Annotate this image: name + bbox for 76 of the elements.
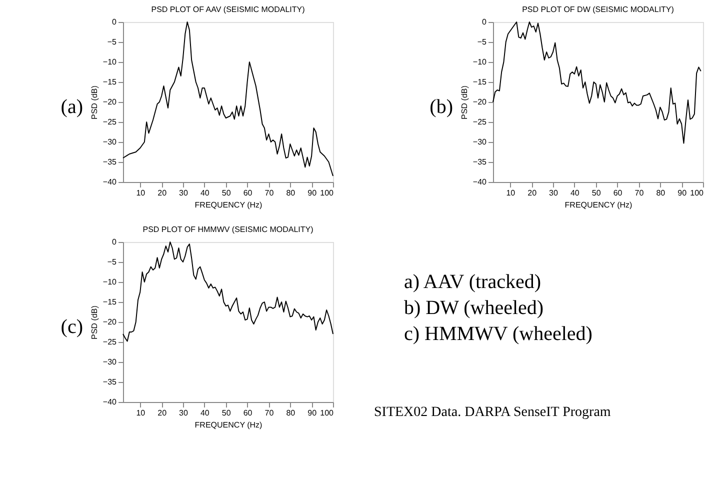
y-tick-label: −20 bbox=[102, 98, 118, 106]
x-axis-title: FREQUENCY (Hz) bbox=[194, 420, 263, 430]
y-tick-label: −10 bbox=[102, 58, 118, 66]
x-tick-label: 30 bbox=[549, 188, 558, 198]
x-tick-label: 80 bbox=[286, 188, 296, 198]
y-tick-label: −20 bbox=[102, 318, 118, 326]
chart-title: PSD PLOT OF AAV (SEISMIC MODALITY) bbox=[151, 5, 306, 14]
x-tick-label: 20 bbox=[158, 188, 168, 198]
y-tick-label: −35 bbox=[472, 158, 488, 166]
y-tick-label: −10 bbox=[472, 58, 488, 66]
x-tick-label: 60 bbox=[613, 188, 623, 198]
x-tick-label: 90 bbox=[308, 188, 318, 198]
y-tick-label: −15 bbox=[102, 78, 118, 86]
x-tick-label: 50 bbox=[222, 188, 232, 198]
x-tick-label: 50 bbox=[222, 408, 232, 418]
x-tick-label: 60 bbox=[243, 188, 253, 198]
text: a) AAV (tracked) bbox=[404, 271, 541, 293]
text: (c) bbox=[60, 316, 83, 338]
y-tick-label: 0 bbox=[112, 18, 118, 26]
y-tick-label: −40 bbox=[472, 178, 488, 186]
y-tick-label: −5 bbox=[107, 38, 118, 46]
y-tick-label: 0 bbox=[112, 238, 118, 246]
x-axis-title: FREQUENCY (Hz) bbox=[194, 200, 263, 210]
y-tick-label: −20 bbox=[472, 98, 488, 106]
text: (b) bbox=[430, 96, 453, 118]
y-tick-label: −35 bbox=[102, 378, 118, 386]
text: c) HMMWV (wheeled) bbox=[404, 323, 592, 345]
y-tick-label: −25 bbox=[102, 118, 118, 126]
x-tick-label: 10 bbox=[506, 188, 516, 198]
chart-title: PSD PLOT OF HMMWV (SEISMIC MODALITY) bbox=[142, 225, 314, 234]
x-tick-label: 60 bbox=[243, 408, 253, 418]
x-tick-label: 40 bbox=[570, 188, 580, 198]
y-tick-label: −25 bbox=[102, 338, 118, 346]
x-tick-label: 100 bbox=[320, 408, 334, 418]
y-axis-title: PSD (dB) bbox=[90, 85, 99, 120]
x-tick-label: 100 bbox=[320, 188, 334, 198]
line-series bbox=[122, 242, 334, 342]
y-tick-label: −30 bbox=[472, 138, 488, 146]
x-tick-label: 90 bbox=[678, 188, 688, 198]
y-axis-title: PSD (dB) bbox=[460, 85, 469, 120]
y-tick-label: −5 bbox=[477, 38, 488, 46]
y-axis-title: PSD (dB) bbox=[90, 305, 99, 340]
x-tick-label: 70 bbox=[264, 188, 274, 198]
x-tick-label: 70 bbox=[634, 188, 644, 198]
line-series bbox=[122, 22, 334, 176]
x-tick-label: 100 bbox=[690, 188, 704, 198]
y-tick-label: −35 bbox=[102, 158, 118, 166]
y-tick-label: −40 bbox=[102, 398, 118, 406]
y-tick-label: −15 bbox=[102, 298, 118, 306]
y-tick-label: −15 bbox=[472, 78, 488, 86]
line-series bbox=[492, 22, 702, 144]
y-tick-label: −40 bbox=[102, 178, 118, 186]
x-axis-title: FREQUENCY (Hz) bbox=[564, 200, 633, 210]
x-tick-label: 10 bbox=[136, 408, 146, 418]
x-tick-label: 70 bbox=[264, 408, 274, 418]
chart-title: PSD PLOT OF DW (SEISMIC MODALITY) bbox=[522, 5, 674, 14]
y-tick-label: −5 bbox=[107, 258, 118, 266]
x-tick-label: 40 bbox=[200, 408, 210, 418]
y-tick-label: 0 bbox=[482, 18, 488, 26]
x-tick-label: 20 bbox=[158, 408, 168, 418]
y-tick-label: −10 bbox=[102, 278, 118, 286]
text: (a) bbox=[60, 96, 83, 118]
x-tick-label: 30 bbox=[179, 188, 188, 198]
x-tick-label: 80 bbox=[286, 408, 296, 418]
x-tick-label: 50 bbox=[592, 188, 602, 198]
x-tick-label: 40 bbox=[200, 188, 210, 198]
y-tick-label: −25 bbox=[472, 118, 488, 126]
x-tick-label: 10 bbox=[136, 188, 146, 198]
text: SITEX02 Data. DARPA SenseIT Program bbox=[374, 405, 611, 420]
y-tick-label: −30 bbox=[102, 358, 118, 366]
x-tick-label: 20 bbox=[528, 188, 538, 198]
text: b) DW (wheeled) bbox=[404, 297, 544, 319]
y-tick-label: −30 bbox=[102, 138, 118, 146]
x-tick-label: 90 bbox=[308, 408, 318, 418]
x-tick-label: 30 bbox=[179, 408, 188, 418]
x-tick-label: 80 bbox=[656, 188, 666, 198]
